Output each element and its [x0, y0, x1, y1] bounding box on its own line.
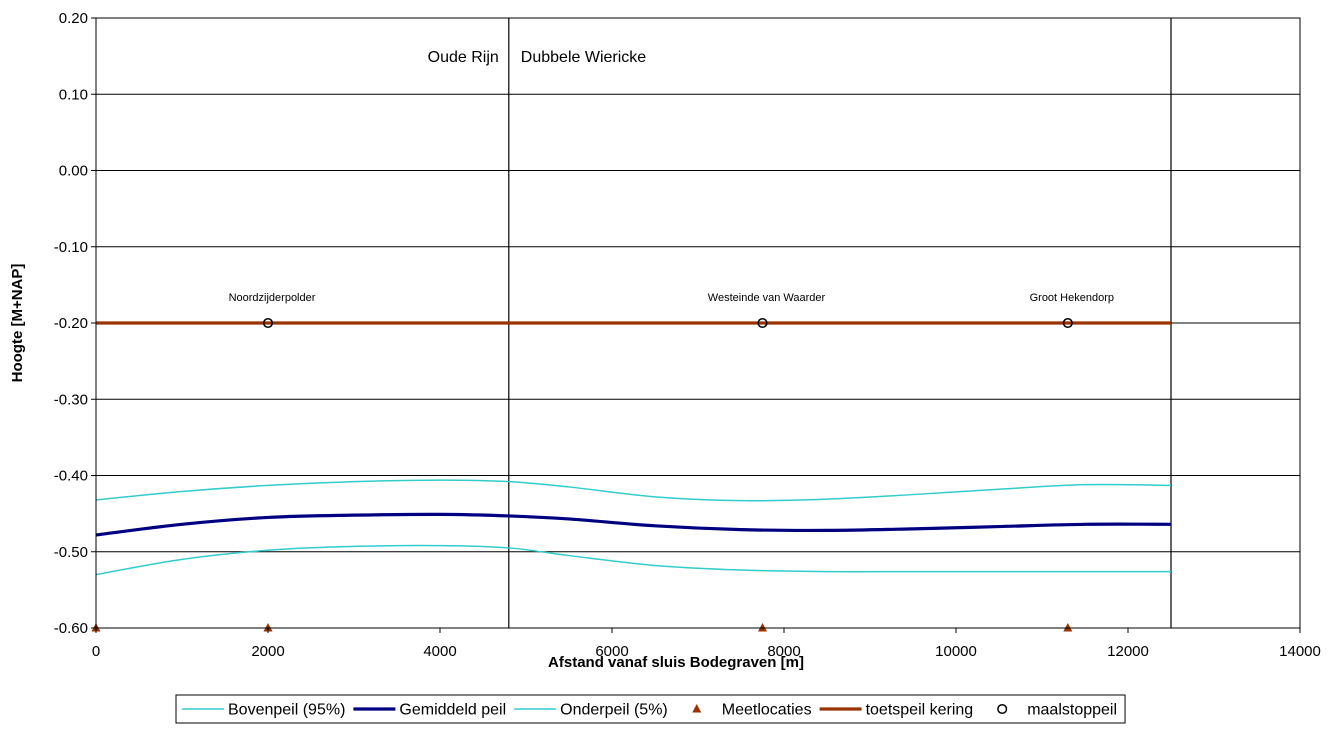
region-label: Oude Rijn — [428, 49, 499, 66]
bovenpeil-95-line — [95, 479, 1172, 502]
y-axis-title: Hoogte [M+NAP] — [9, 264, 26, 383]
y-tick-label: -0.20 — [54, 315, 88, 332]
y-axis-ticks: 0.20 0.10 0.00 -0.10 -0.20 -0.30 -0.40 -0.50 -0.… — [54, 10, 96, 637]
legend-label-maalstoppeil: maalstoppeil — [1027, 702, 1117, 719]
legend-label-meetlocaties: Meetlocaties — [722, 702, 812, 719]
legend-swatch-meetlocaties — [692, 704, 702, 713]
y-tick-label: -0.60 — [54, 620, 88, 637]
station-label: Noordzijderpolder — [229, 292, 316, 304]
station-label: Groot Hekendorp — [1030, 292, 1114, 304]
legend-label-onderpeil-5: Onderpeil (5%) — [560, 702, 668, 719]
y-tick-label: 0.10 — [59, 86, 88, 103]
maalstoppeil-marker — [1062, 317, 1073, 329]
y-tick-label: -0.40 — [54, 468, 88, 485]
legend-label-gemiddeld-peil: Gemiddeld peil — [399, 702, 506, 719]
x-tick-label: 10000 — [935, 643, 977, 660]
meetlocaties-marker — [1063, 623, 1073, 632]
legend: Bovenpeil (95%) Gemiddeld peil Onderpeil (… — [175, 694, 1126, 724]
text-labels: Oude Rijn Dubbele Wiericke Noordzijderpold… — [229, 49, 1114, 304]
region-label: Dubbele Wiericke — [521, 49, 646, 66]
legend-box — [175, 694, 1126, 724]
x-axis-title: Afstand vanaf sluis Bodegraven [m] — [548, 654, 804, 671]
x-tick-label: 14000 — [1279, 643, 1321, 660]
x-tick-label: 8000 — [767, 643, 800, 660]
x-axis-ticks: 0 2000 4000 6000 8000 10000 12000 14000 — [92, 628, 1321, 660]
x-tick-label: 6000 — [595, 643, 628, 660]
x-tick-label: 0 — [92, 643, 100, 660]
legend-label-toetspeil-kering: toetspeil kering — [866, 702, 974, 719]
maalstoppeil-marker — [262, 317, 274, 329]
meetlocaties-marker — [263, 623, 273, 632]
meetlocaties-marker — [758, 623, 767, 632]
onderpeil-5-line — [95, 544, 1171, 576]
y-tick-label: 0.00 — [59, 163, 88, 180]
legend-swatch-maalstoppeil — [997, 703, 1008, 715]
series-lines — [95, 321, 1172, 576]
series-markers — [91, 317, 1073, 632]
y-tick-label: -0.50 — [54, 544, 88, 561]
station-label: Westeinde van Waarder — [708, 292, 826, 304]
y-tick-label: 0.20 — [59, 10, 88, 27]
maalstoppeil-marker — [757, 317, 768, 329]
gemiddeld-peil-line — [95, 512, 1172, 537]
legend-label-bovenpeil-95: Bovenpeil (95%) — [228, 702, 345, 719]
y-tick-label: -0.10 — [54, 239, 88, 256]
x-tick-label: 12000 — [1107, 643, 1149, 660]
x-tick-label: 4000 — [423, 643, 456, 660]
x-tick-label: 2000 — [251, 643, 284, 660]
y-tick-label: -0.30 — [54, 391, 88, 408]
